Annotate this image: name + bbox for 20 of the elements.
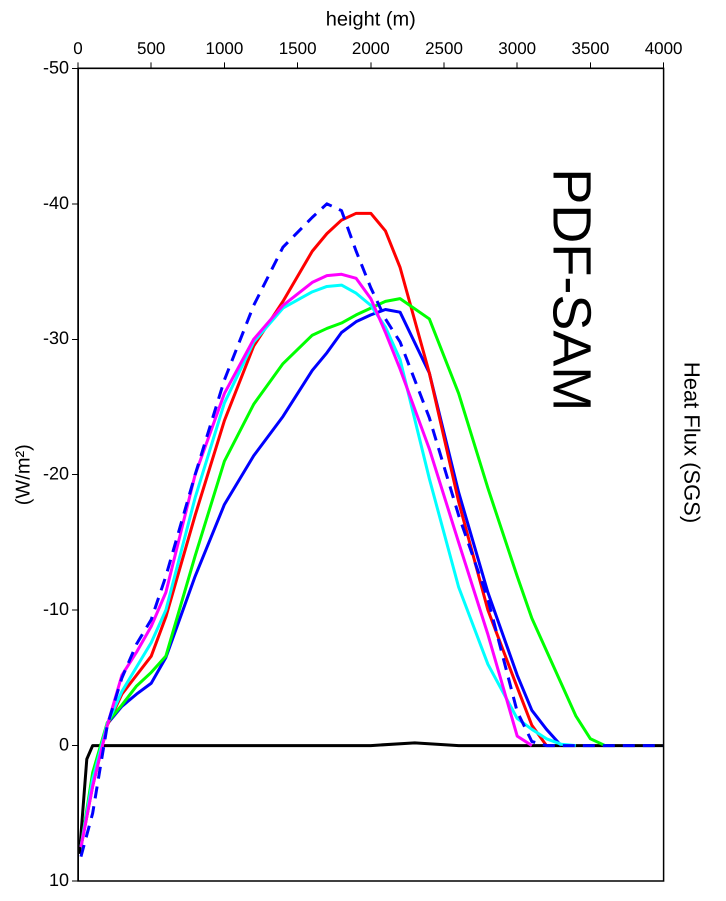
y-tick-label: -30 <box>43 328 70 348</box>
y-tick-label: -10 <box>43 599 70 620</box>
y-tick-label: -20 <box>43 464 70 484</box>
y-axis-title: (W/m²) <box>12 444 35 506</box>
text: Heat Flux (SGS) <box>680 362 705 524</box>
x-tick-label: 2000 <box>352 38 390 58</box>
x-tick-label: 0 <box>73 38 83 58</box>
y-tick-label: -50 <box>43 57 70 78</box>
x-tick-label: 4000 <box>644 38 683 58</box>
x-tick-label: 3000 <box>498 38 536 58</box>
x-tick-label: 1000 <box>206 38 244 58</box>
annotation: PDF-SAM <box>542 168 602 412</box>
y-tick-label: -40 <box>43 192 70 213</box>
x-tick-label: 3500 <box>571 38 610 58</box>
x-tick-label: 2500 <box>425 38 463 58</box>
y-tick-label: 10 <box>48 870 70 890</box>
y-tick-label: 0 <box>59 734 70 755</box>
x-tick-label: 500 <box>137 38 166 58</box>
x-tick-label: 1500 <box>278 38 317 58</box>
x-axis-title: height (m) <box>326 8 416 31</box>
